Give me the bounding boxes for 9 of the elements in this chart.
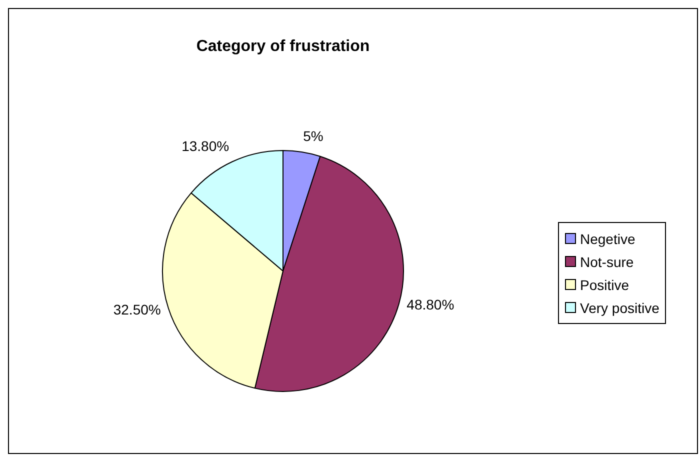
legend-label: Not-sure (580, 254, 634, 270)
data-label: 5% (303, 128, 324, 144)
legend-label: Positive (580, 276, 630, 292)
data-label: 13.80% (182, 138, 230, 154)
legend-label: Very positive (580, 300, 660, 316)
data-label: 48.80% (406, 296, 454, 313)
chart-title: Category of frustration (195, 38, 371, 56)
data-label: 32.50% (113, 302, 161, 318)
legend-label: Negetive (580, 230, 636, 246)
